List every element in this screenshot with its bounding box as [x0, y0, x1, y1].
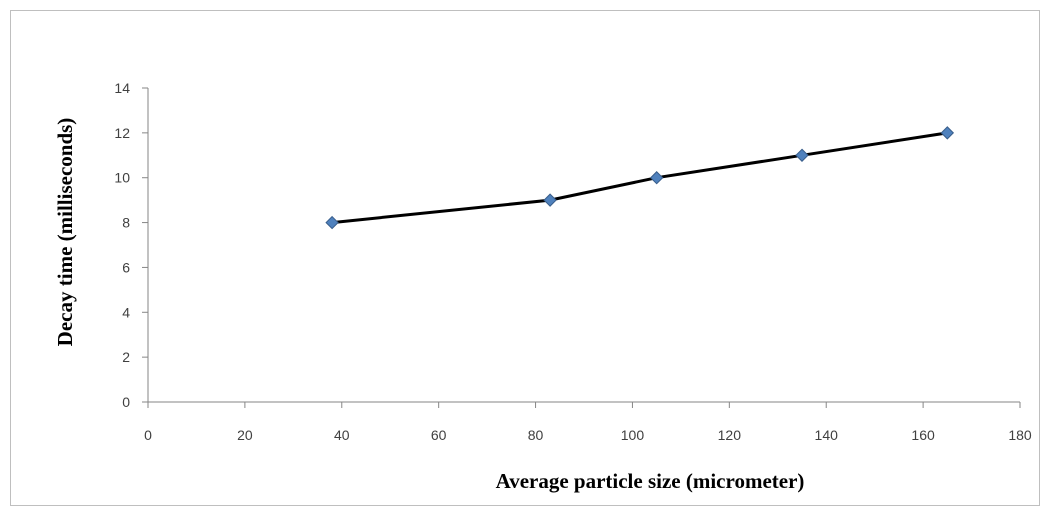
data-markers: [325, 126, 955, 230]
x-tick-label: 0: [144, 427, 152, 443]
x-tick-label: 160: [911, 427, 935, 443]
y-tick-label: 8: [122, 215, 130, 231]
y-tick-label: 2: [122, 349, 130, 365]
axes: [142, 87, 1021, 408]
x-tick-label: 180: [1008, 427, 1032, 443]
data-point-marker: [543, 193, 557, 207]
x-axis-title: Average particle size (micrometer): [496, 469, 805, 493]
y-tick-label: 4: [122, 304, 130, 320]
x-tick-label: 40: [334, 427, 350, 443]
x-tick-label: 120: [718, 427, 742, 443]
data-point-marker: [940, 126, 955, 140]
x-tick-label: 140: [815, 427, 839, 443]
x-tick-label: 80: [528, 427, 544, 443]
y-axis-title: Decay time (milliseconds): [53, 118, 77, 347]
data-point-marker: [325, 215, 339, 230]
y-tick-label: 10: [114, 170, 130, 186]
series-line: [331, 131, 948, 225]
x-tick-label: 20: [237, 427, 253, 443]
y-tick-label: 14: [114, 80, 130, 96]
y-tick-label: 12: [114, 125, 130, 141]
data-point-marker: [649, 171, 664, 185]
x-tick-label: 60: [431, 427, 447, 443]
y-tick-label: 0: [122, 394, 130, 410]
y-tick-label: 6: [122, 259, 130, 275]
x-tick-label: 100: [621, 427, 645, 443]
chart-frame: [10, 10, 1040, 506]
data-point-marker: [795, 148, 809, 162]
